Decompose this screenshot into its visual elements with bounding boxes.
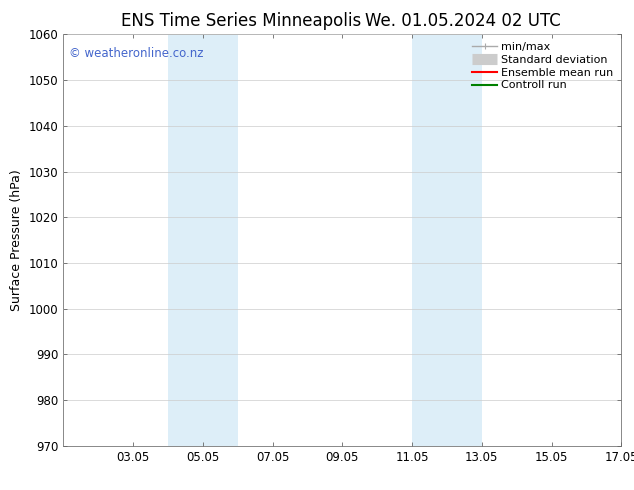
Text: We. 01.05.2024 02 UTC: We. 01.05.2024 02 UTC [365,12,560,30]
Text: ENS Time Series Minneapolis: ENS Time Series Minneapolis [121,12,361,30]
Bar [412,34,482,446]
Legend: min/max, Standard deviation, Ensemble mean run, Controll run: min/max, Standard deviation, Ensemble me… [470,40,616,93]
Bar [168,34,238,446]
Y-axis label: Surface Pressure (hPa): Surface Pressure (hPa) [10,169,23,311]
Text: © weatheronline.co.nz: © weatheronline.co.nz [69,47,204,60]
